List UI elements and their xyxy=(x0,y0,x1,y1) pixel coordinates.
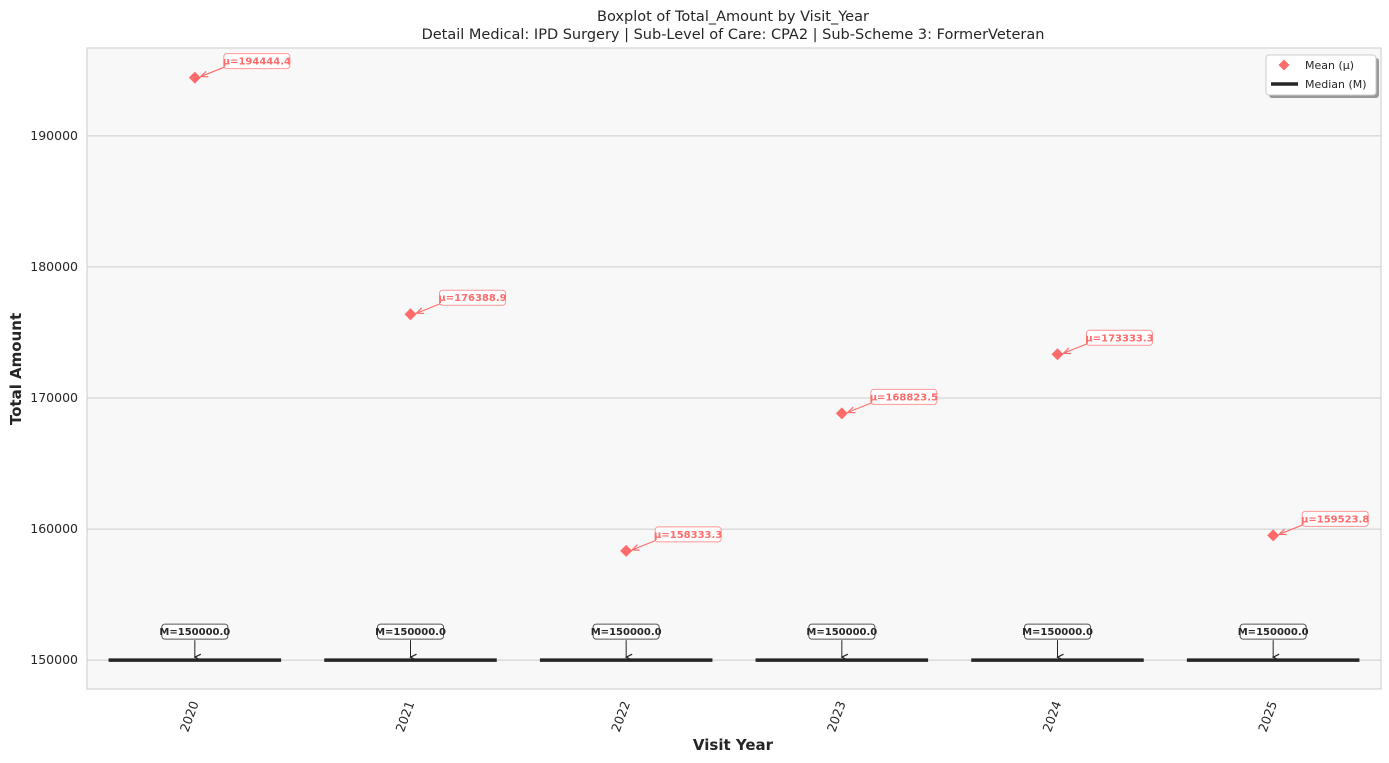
mean-label: μ=158333.3 xyxy=(654,530,722,541)
x-tick-label: 2023 xyxy=(824,699,849,734)
median-label-box xyxy=(377,623,444,640)
y-tick-label: 160000 xyxy=(30,521,78,536)
median-label: M=150000.0 xyxy=(806,627,877,638)
median-series: M=150000.0 M=150000.0 M=150000.0 M=150000.0… xyxy=(108,623,1360,662)
median-label-box xyxy=(1024,623,1091,640)
legend-label: Median (M) xyxy=(1305,78,1367,91)
median-label: M=150000.0 xyxy=(1022,627,1093,638)
mean-marker xyxy=(835,407,848,420)
x-tick-label: 2024 xyxy=(1039,699,1064,734)
y-tick-label: 180000 xyxy=(30,259,78,274)
grid-lines xyxy=(87,135,1381,661)
x-tick-label: 2025 xyxy=(1255,699,1280,734)
chart-subtitle: Detail Medical: IPD Surgery | Sub-Level … xyxy=(422,27,1045,43)
mean-label-box xyxy=(439,289,506,306)
median-label: M=150000.0 xyxy=(591,627,662,638)
mean-label-box xyxy=(1301,510,1369,527)
mean-label-box xyxy=(1086,329,1153,346)
mean-arrow xyxy=(848,401,874,412)
mean-marker xyxy=(1267,529,1280,542)
mean-marker xyxy=(1051,348,1064,361)
chart-title: Boxplot of Total_Amount by Visit_Year xyxy=(597,9,869,25)
x-tick-label: 2020 xyxy=(177,699,202,734)
median-label: M=150000.0 xyxy=(159,627,230,638)
plot-area xyxy=(86,47,1382,690)
y-tick-label: 170000 xyxy=(30,390,78,405)
mean-label-box xyxy=(654,526,722,543)
mean-label: μ=173333.3 xyxy=(1085,333,1153,344)
median-label: M=150000.0 xyxy=(375,627,446,638)
median-label-box xyxy=(592,623,660,640)
x-tick-label: 2021 xyxy=(392,699,417,734)
y-tick-label: 150000 xyxy=(30,652,78,667)
x-axis-ticks: 2020 2021 2022 2023 2024 2025 xyxy=(177,699,1280,734)
mean-series: μ=194444.4 μ=176388.9 μ=158333.3 μ=168823.5… xyxy=(188,53,1369,557)
legend-label: Mean (μ) xyxy=(1305,59,1354,72)
mean-label: μ=176388.9 xyxy=(438,293,506,304)
mean-marker xyxy=(404,308,417,321)
mean-arrow xyxy=(417,302,442,313)
mean-label: μ=168823.5 xyxy=(870,392,938,403)
legend: Mean (μ) Median (M) xyxy=(1265,54,1379,98)
mean-marker xyxy=(188,71,201,84)
y-axis-label: Total Amount xyxy=(7,313,25,425)
mean-label-box xyxy=(223,53,291,70)
median-label-box xyxy=(808,623,876,640)
mean-arrow xyxy=(1279,523,1305,534)
mean-marker xyxy=(620,544,633,557)
mean-arrow xyxy=(1064,342,1089,353)
median-label-box xyxy=(161,623,229,640)
y-axis-ticks: 150000 160000 170000 180000 190000 xyxy=(30,128,78,667)
mean-label: μ=194444.4 xyxy=(223,57,291,68)
mean-arrow xyxy=(632,539,658,550)
y-tick-label: 190000 xyxy=(30,128,78,143)
x-tick-label: 2022 xyxy=(608,699,633,734)
mean-arrow xyxy=(201,66,227,77)
median-label-box xyxy=(1239,623,1307,640)
x-axis-label: Visit Year xyxy=(693,736,774,754)
median-label: M=150000.0 xyxy=(1238,627,1309,638)
mean-label: μ=159523.8 xyxy=(1301,514,1369,525)
mean-label-box xyxy=(870,388,938,405)
legend-mean-marker xyxy=(1278,59,1290,71)
